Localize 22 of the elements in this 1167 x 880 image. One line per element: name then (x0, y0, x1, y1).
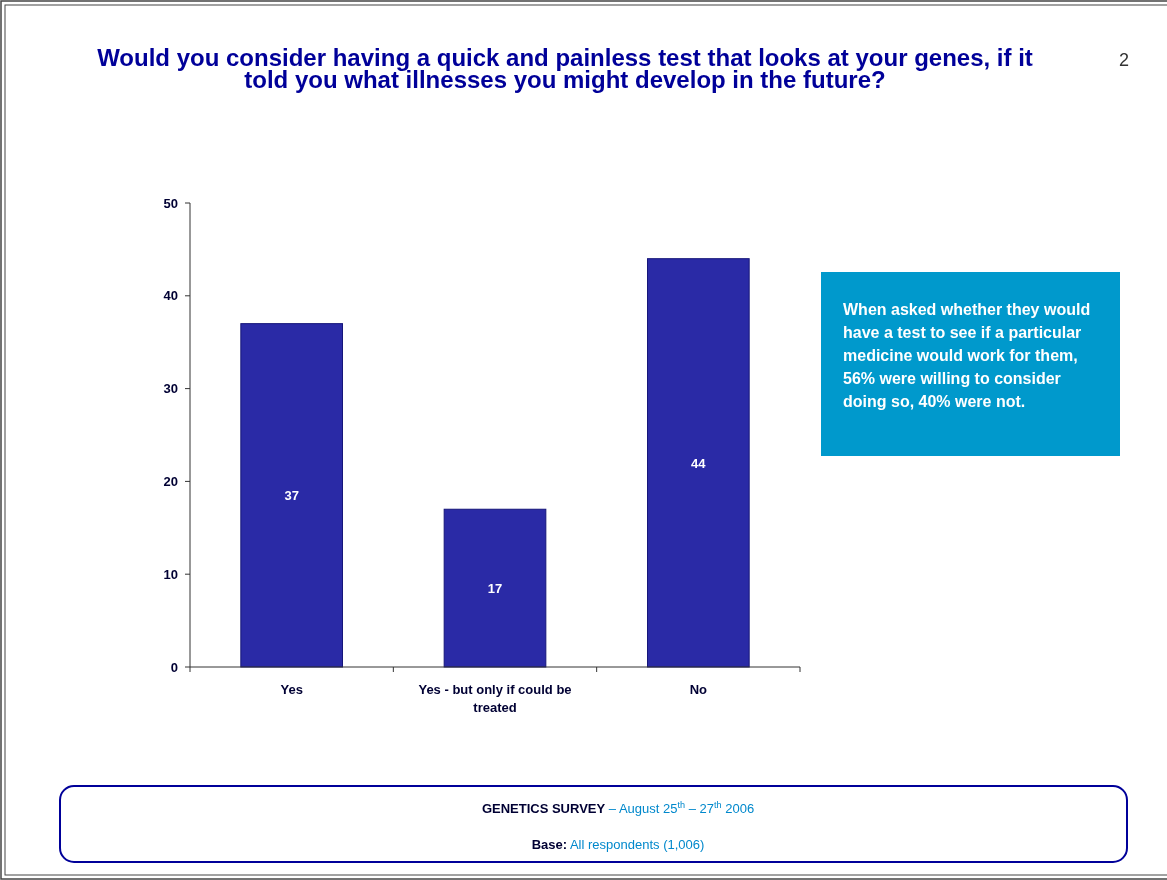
y-tick-label: 0 (170, 659, 178, 675)
x-tick-label: No (689, 682, 708, 697)
bar (240, 323, 343, 668)
text: All respondents (1,006) (567, 837, 705, 852)
text: Base: (531, 837, 568, 852)
data-label: 44 (691, 455, 707, 471)
text: When asked whether they would have a test to see if a particular medicine would work for them, 56% were willing to consider doing so, 40% were not. (843, 301, 1091, 410)
y-tick-label: 30 (163, 381, 178, 397)
y-tick-label: 40 (163, 288, 178, 304)
y-tick-label: 10 (163, 566, 178, 582)
data-label: 37 (284, 488, 299, 504)
x-tick-label: Yes (280, 682, 303, 697)
data-label: 17 (487, 581, 503, 597)
x-tick-label: Yes - but only if could be treated (418, 682, 572, 715)
y-tick-label: 20 (163, 473, 178, 489)
text: 2 (1118, 50, 1130, 70)
y-tick-label: 50 (163, 195, 178, 211)
text: GENETICS SURVEY (481, 801, 606, 816)
chart-title: Would you consider having a quick and painless test that looks at your genes, if it told you what illnesses you might develop in the future? (97, 44, 1033, 93)
text: – August 25$^{th}$ – 27$^{th}$ 2006 (608, 800, 755, 816)
bar (647, 258, 750, 668)
bar (443, 508, 547, 668)
